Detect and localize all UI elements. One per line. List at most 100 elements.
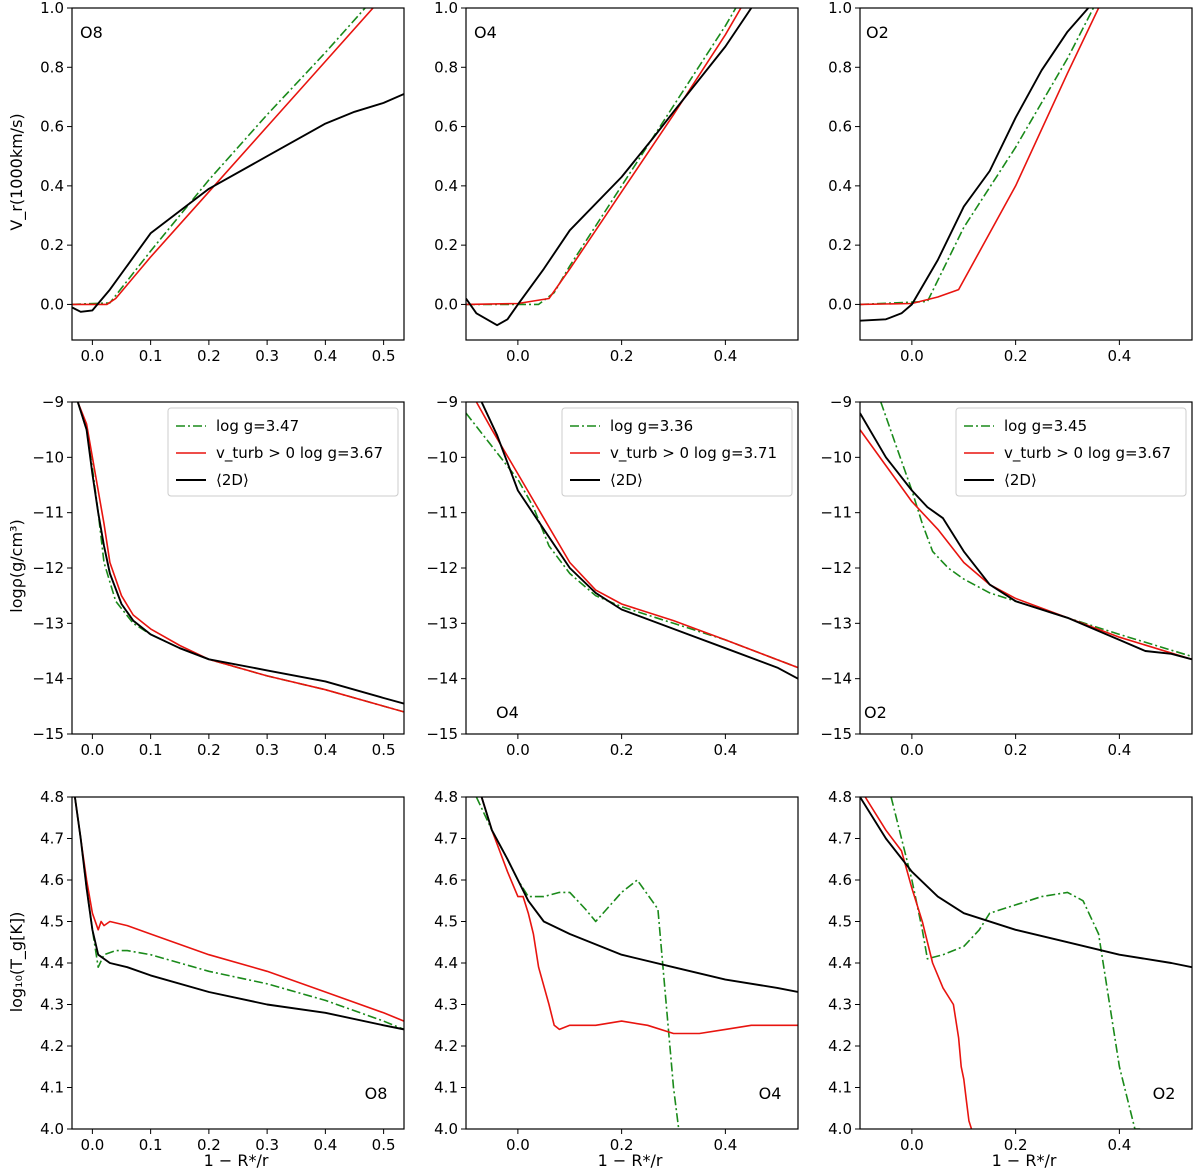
axis-labels-layer: V_r(1000km/s) logρ(g/cm³) log₁₀(T_g[K]) … xyxy=(7,113,1057,1170)
legend-label-green: log g=3.36 xyxy=(610,417,693,435)
subplot-r2c0: 0.0 0.1 0.2 0.3 0.4 0.5 4.0 4.1 4.2 4.3 4.4 4.5 4.6 4… xyxy=(40,788,405,1154)
x-tick-label: 0.4 xyxy=(713,1136,737,1154)
legend-label-black: ⟨2D⟩ xyxy=(610,471,643,489)
legend: log g=3.36 v_turb > 0 log g=3.71 ⟨2D⟩ xyxy=(561,407,793,497)
subplots-layer: 0.0 0.1 0.2 0.3 0.4 0.50.00.20.40.60.81.0O80.… xyxy=(32,0,1193,1154)
y-tick-label: 1.0 xyxy=(828,0,852,17)
y-tick-label: 4.6 xyxy=(434,871,458,889)
x-tick-label: 0.4 xyxy=(1107,347,1131,365)
series-line-red xyxy=(864,797,973,1129)
x-tick-label: 0.4 xyxy=(313,741,337,759)
legend-label-red: v_turb > 0 log g=3.71 xyxy=(610,444,777,463)
y-tick-label: −14 xyxy=(820,670,852,688)
x-tick-label: 0.0 xyxy=(506,741,530,759)
y-tick-label: 0.2 xyxy=(40,236,64,254)
series-group xyxy=(466,8,753,327)
x-tick-label: 0.3 xyxy=(255,1136,279,1154)
x-tick-label: 0.4 xyxy=(1107,741,1131,759)
y-tick-label: 0.8 xyxy=(40,58,64,76)
x-tick-label: 0.5 xyxy=(372,347,396,365)
series-line-red xyxy=(466,8,742,306)
xlabel-col0: 1 − R*/r xyxy=(204,1151,269,1170)
panel-label: O4 xyxy=(496,703,519,722)
legend-label-black: ⟨2D⟩ xyxy=(1004,471,1037,489)
x-tick-label: 0.3 xyxy=(255,347,279,365)
series-group xyxy=(860,8,1100,322)
legend-label-green: log g=3.47 xyxy=(216,417,299,435)
y-tick-label: −13 xyxy=(820,614,852,632)
x-tick-label: 0.4 xyxy=(713,347,737,365)
y-tick-label: −12 xyxy=(32,559,64,577)
y-tick-label: 0.6 xyxy=(434,118,458,136)
y-tick-label: −9 xyxy=(436,393,458,411)
subplot-r1c2: 0.0 0.2 0.4 −15 −14 −13 −12 −11 −10 −9 O2 log g=3.4… xyxy=(820,393,1193,759)
subplot-r2c1: 0.0 0.2 0.4 4.0 4.1 4.2 4.3 4.4 4.5 4.6 4.7 4.8 O4 xyxy=(434,788,799,1154)
plot-frame xyxy=(465,796,799,1130)
x-tick-label: 0.5 xyxy=(372,1136,396,1154)
x-tick-label: 0.5 xyxy=(372,741,396,759)
y-tick-label: 4.6 xyxy=(828,871,852,889)
series-line-black xyxy=(860,8,1090,322)
subplot-r0c0: 0.0 0.1 0.2 0.3 0.4 0.5 0.0 0.2 0.4 0.6 0.8 1.0 O8 xyxy=(40,0,405,365)
x-tick-label: 0.0 xyxy=(900,347,924,365)
series-line-green xyxy=(880,402,1192,658)
legend-label-black: ⟨2D⟩ xyxy=(216,471,249,489)
series-line-black xyxy=(860,797,1192,969)
y-tick-label: 4.3 xyxy=(434,996,458,1014)
x-tick-label: 0.2 xyxy=(197,347,221,365)
legend-label-green: log g=3.45 xyxy=(1004,417,1087,435)
legend: log g=3.47 v_turb > 0 log g=3.67 ⟨2D⟩ xyxy=(167,407,399,497)
y-tick-label: 0.0 xyxy=(828,295,852,313)
x-tick-label: 0.2 xyxy=(610,741,634,759)
y-tick-label: −11 xyxy=(32,504,64,522)
y-tick-label: −13 xyxy=(32,614,64,632)
series-line-green xyxy=(74,797,404,1031)
series-line-black xyxy=(480,402,798,680)
x-tick-label: 0.4 xyxy=(313,347,337,365)
y-tick-label: 4.3 xyxy=(828,996,852,1014)
series-line-green xyxy=(466,8,737,306)
y-tick-label: 0.6 xyxy=(828,118,852,136)
x-tick-label: 0.2 xyxy=(1004,741,1028,759)
y-tick-label: −10 xyxy=(426,448,458,466)
y-tick-label: 0.2 xyxy=(434,236,458,254)
subplot-r1c0: 0.0 0.1 0.2 0.3 0.4 0.5 −15 −14 −13 −12 −11 −10 −9 lo… xyxy=(32,393,405,759)
y-tick-label: 4.0 xyxy=(434,1120,458,1138)
panel-label: O8 xyxy=(80,23,103,42)
x-tick-label: 0.4 xyxy=(1107,1136,1131,1154)
y-tick-label: 4.7 xyxy=(828,830,852,848)
series-group xyxy=(466,402,798,680)
y-tick-label: 4.0 xyxy=(40,1120,64,1138)
y-tick-label: −9 xyxy=(42,393,64,411)
y-tick-label: 4.7 xyxy=(40,830,64,848)
legend-frame xyxy=(561,407,793,497)
x-tick-label: 0.2 xyxy=(610,1136,634,1154)
y-tick-label: −15 xyxy=(426,725,458,743)
y-tick-label: 4.0 xyxy=(828,1120,852,1138)
series-line-red xyxy=(77,402,404,713)
series-line-red xyxy=(480,797,798,1035)
x-tick-label: 0.0 xyxy=(900,741,924,759)
plot-frame xyxy=(859,7,1193,341)
y-tick-label: 0.0 xyxy=(434,295,458,313)
y-tick-label: 0.4 xyxy=(434,177,458,195)
x-tick-label: 0.3 xyxy=(255,741,279,759)
x-tick-label: 0.0 xyxy=(506,1136,530,1154)
series-group xyxy=(73,797,404,1031)
y-tick-label: 4.4 xyxy=(434,954,458,972)
y-tick-label: 4.6 xyxy=(40,871,64,889)
y-tick-label: −9 xyxy=(830,393,852,411)
y-tick-label: 4.3 xyxy=(40,996,64,1014)
x-tick-label: 0.2 xyxy=(197,741,221,759)
series-line-black xyxy=(466,8,753,327)
x-tick-label: 0.2 xyxy=(1004,1136,1028,1154)
y-tick-label: −15 xyxy=(820,725,852,743)
series-line-black xyxy=(860,412,1192,661)
series-line-black xyxy=(73,797,404,1031)
legend: log g=3.45 v_turb > 0 log g=3.67 ⟨2D⟩ xyxy=(955,407,1187,497)
y-tick-label: 4.1 xyxy=(40,1079,64,1097)
y-tick-label: 4.4 xyxy=(828,954,852,972)
series-group xyxy=(860,797,1192,1129)
x-tick-label: 0.2 xyxy=(1004,347,1028,365)
x-tick-label: 0.0 xyxy=(80,347,104,365)
